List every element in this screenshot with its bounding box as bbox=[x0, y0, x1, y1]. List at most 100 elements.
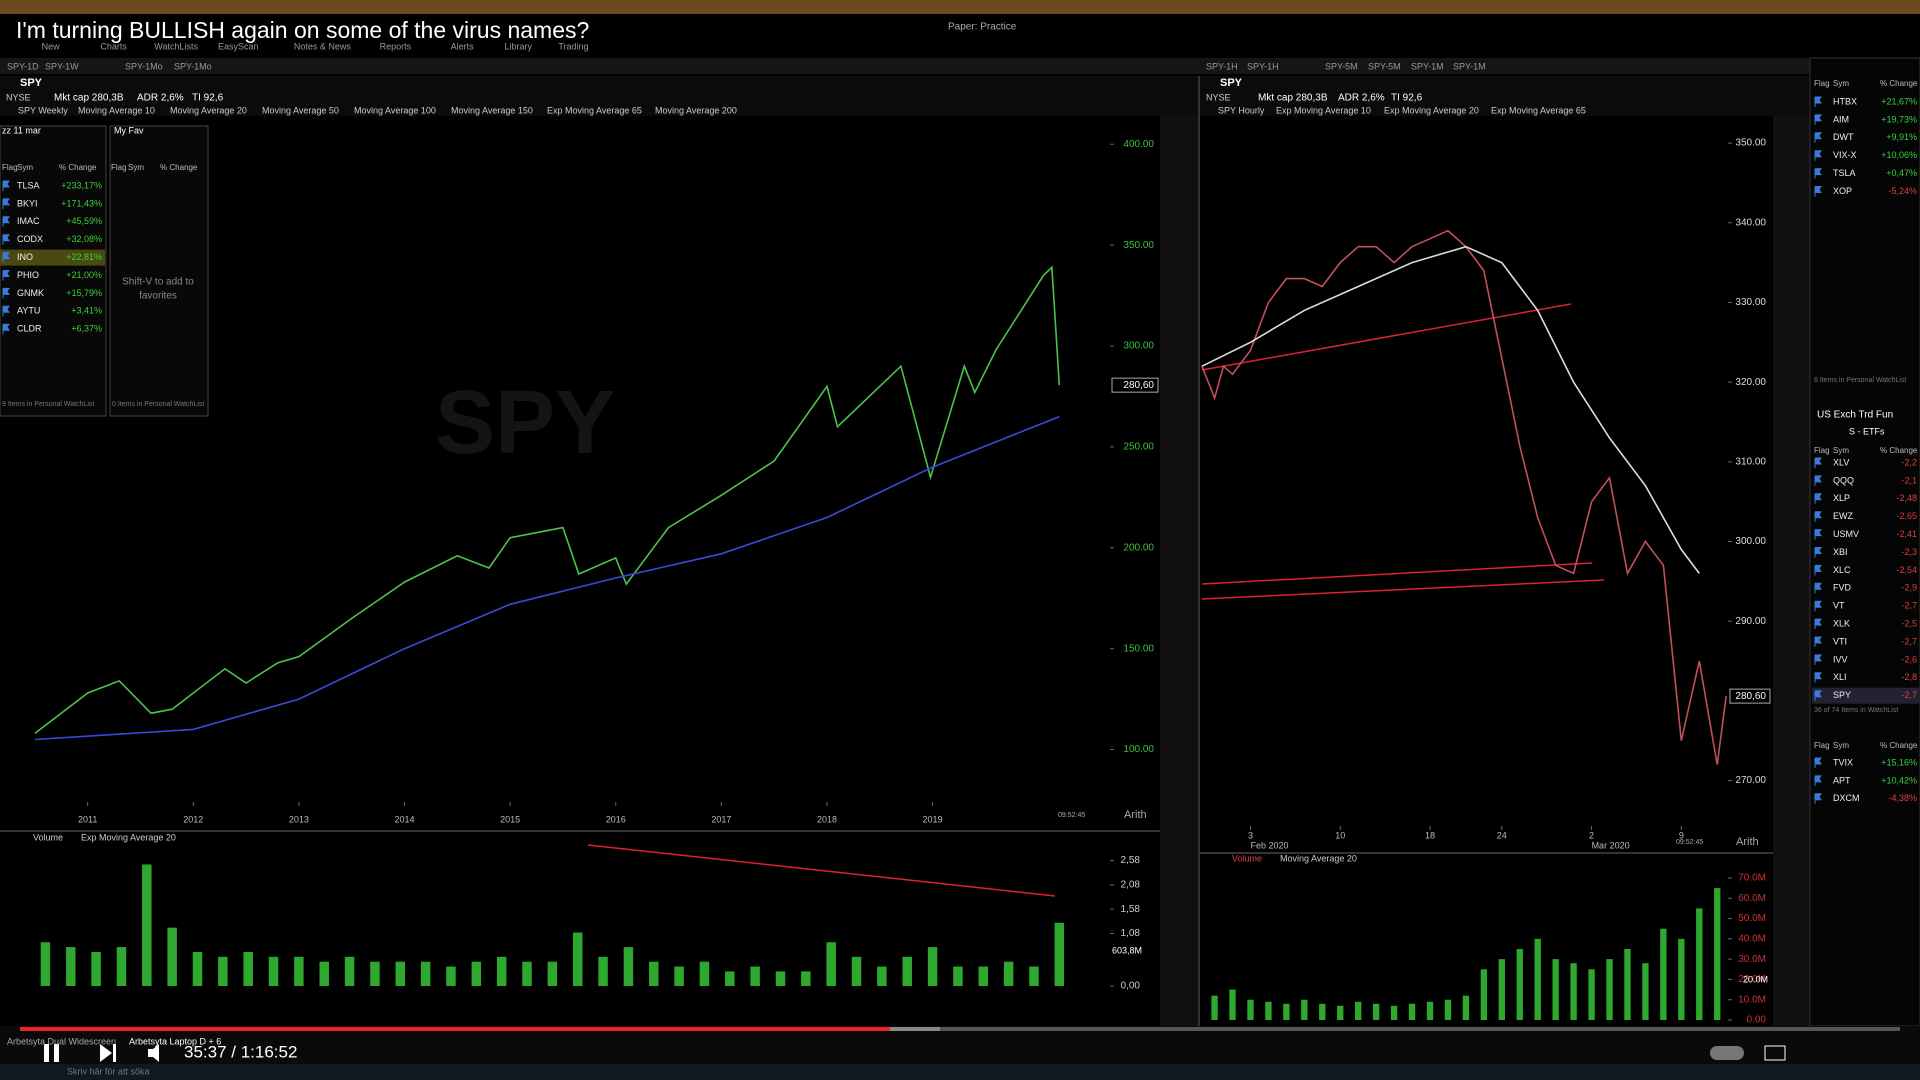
pane-legend[interactable]: Exp Moving Average 20 bbox=[81, 832, 176, 842]
study-legend[interactable]: Moving Average 100 bbox=[354, 105, 436, 115]
symbol-cell[interactable]: QQQ bbox=[1833, 475, 1854, 485]
y-tick-label: 330.00 bbox=[1735, 297, 1766, 308]
symbol-cell[interactable]: XLK bbox=[1833, 618, 1850, 628]
study-legend[interactable]: SPY Hourly bbox=[1218, 105, 1265, 115]
progress-track[interactable] bbox=[20, 1027, 1900, 1031]
y-tick-label: 250.00 bbox=[1123, 442, 1154, 453]
change-cell: +6,37% bbox=[71, 324, 102, 334]
menu-item[interactable]: Charts bbox=[100, 41, 127, 51]
chart-tab[interactable]: SPY-1W bbox=[45, 61, 79, 71]
volume-bar bbox=[1229, 989, 1236, 1020]
volume-bar bbox=[91, 951, 101, 986]
menu-item[interactable]: Alerts bbox=[451, 41, 475, 51]
scale-mode[interactable]: Arith bbox=[1124, 809, 1147, 821]
y-tick-label: 100.00 bbox=[1123, 744, 1154, 755]
chart-tab[interactable]: SPY-5M bbox=[1368, 61, 1401, 71]
volume-bar bbox=[1029, 966, 1039, 986]
change-cell: +10,06% bbox=[1881, 150, 1917, 160]
study-legend[interactable]: Exp Moving Average 65 bbox=[547, 105, 642, 115]
chart-tab[interactable]: SPY-1Mo bbox=[125, 61, 163, 71]
menu-item[interactable]: Trading bbox=[558, 41, 588, 51]
symbol-cell[interactable]: HTBX bbox=[1833, 96, 1857, 106]
desktop-tab[interactable]: Arbetsyta Laptop D + 6 bbox=[129, 1036, 221, 1046]
menu-item[interactable]: EasyScan bbox=[218, 41, 259, 51]
flag-icon bbox=[1814, 636, 1822, 647]
scale-mode[interactable]: Arith bbox=[1736, 836, 1759, 848]
chart-tab[interactable]: SPY-1H bbox=[1247, 61, 1279, 71]
symbol-cell[interactable]: DXCM bbox=[1833, 793, 1860, 803]
menu-item[interactable]: Library bbox=[504, 41, 532, 51]
market-cap: Mkt cap 280,3B bbox=[54, 93, 124, 104]
symbol-cell[interactable]: IMAC bbox=[17, 216, 40, 226]
menu-item[interactable]: New bbox=[42, 41, 61, 51]
y-tick-label: 350.00 bbox=[1123, 240, 1154, 251]
symbol-cell[interactable]: FVD bbox=[1833, 583, 1852, 593]
chart-tab[interactable]: SPY-1H bbox=[1206, 61, 1238, 71]
pane-legend[interactable]: Volume bbox=[33, 832, 63, 842]
symbol-cell[interactable]: IVV bbox=[1833, 654, 1848, 664]
study-legend[interactable]: Exp Moving Average 10 bbox=[1276, 105, 1371, 115]
symbol-cell[interactable]: INO bbox=[17, 252, 33, 262]
symbol-cell[interactable]: TLSA bbox=[17, 180, 40, 190]
volume-bar bbox=[446, 966, 456, 986]
column-header: Sym bbox=[1833, 446, 1849, 455]
volume-button[interactable] bbox=[148, 1044, 159, 1062]
menu-item[interactable]: Reports bbox=[380, 41, 412, 51]
study-legend[interactable]: Exp Moving Average 65 bbox=[1491, 105, 1586, 115]
chart-tab[interactable]: SPY-1Mo bbox=[174, 61, 212, 71]
symbol-cell[interactable]: SPY bbox=[1833, 690, 1851, 700]
study-legend[interactable]: Moving Average 200 bbox=[655, 105, 737, 115]
chart-tab[interactable]: SPY-1M bbox=[1453, 61, 1486, 71]
taskbar-search[interactable]: Skriv här för att söka bbox=[67, 1066, 150, 1076]
autoplay-toggle[interactable] bbox=[1710, 1046, 1744, 1060]
flag-icon bbox=[1814, 475, 1822, 486]
symbol-cell[interactable]: PHIO bbox=[17, 270, 39, 280]
symbol-cell[interactable]: AYTU bbox=[17, 306, 40, 316]
symbol-cell[interactable]: VT bbox=[1833, 601, 1845, 611]
symbol-cell[interactable]: XLI bbox=[1833, 672, 1847, 682]
symbol-cell[interactable]: XLC bbox=[1833, 565, 1851, 575]
symbol-cell[interactable]: XLP bbox=[1833, 493, 1850, 503]
study-legend[interactable]: Moving Average 10 bbox=[78, 105, 155, 115]
chart-tab[interactable]: SPY-1D bbox=[7, 61, 39, 71]
symbol-cell[interactable]: GNMK bbox=[17, 288, 44, 298]
exchange: NYSE bbox=[6, 92, 31, 102]
captions-button[interactable] bbox=[1764, 1045, 1786, 1061]
next-button[interactable] bbox=[100, 1044, 116, 1062]
pause-button[interactable] bbox=[44, 1044, 49, 1062]
symbol-cell[interactable]: BKYI bbox=[17, 198, 38, 208]
symbol-cell[interactable]: XOP bbox=[1833, 186, 1852, 196]
menu-item[interactable]: WatchLists bbox=[154, 41, 198, 51]
study-legend[interactable]: SPY Weekly bbox=[18, 105, 68, 115]
chart-tab[interactable]: SPY-5M bbox=[1325, 61, 1358, 71]
desktop-tab[interactable]: Arbetsyta Dual Widescreen bbox=[7, 1036, 116, 1046]
study-legend[interactable]: Exp Moving Average 20 bbox=[1384, 105, 1479, 115]
pane-legend[interactable]: Volume bbox=[1232, 853, 1262, 863]
symbol-cell[interactable]: XLV bbox=[1833, 457, 1849, 467]
column-header: % Change bbox=[59, 163, 97, 172]
symbol-cell[interactable]: DWT bbox=[1833, 132, 1854, 142]
account-mode: Paper: Practice bbox=[948, 22, 1017, 33]
menu-item[interactable]: Notes & News bbox=[294, 41, 352, 51]
chart-tab[interactable]: SPY-1M bbox=[1411, 61, 1444, 71]
volume-bar bbox=[1606, 959, 1613, 1020]
symbol-cell[interactable]: TVIX bbox=[1833, 757, 1853, 767]
study-legend[interactable]: Moving Average 20 bbox=[170, 105, 247, 115]
symbol-cell[interactable]: TSLA bbox=[1833, 168, 1856, 178]
pane-legend[interactable]: Moving Average 20 bbox=[1280, 853, 1357, 863]
symbol-cell[interactable]: XBI bbox=[1833, 547, 1848, 557]
change-cell: -5,24% bbox=[1888, 186, 1917, 196]
symbol-cell[interactable]: VTI bbox=[1833, 636, 1847, 646]
study-legend[interactable]: Moving Average 150 bbox=[451, 105, 533, 115]
symbol-cell[interactable]: CLDR bbox=[17, 324, 42, 334]
symbol-cell[interactable]: AIM bbox=[1833, 114, 1849, 124]
study-legend[interactable]: Moving Average 50 bbox=[262, 105, 339, 115]
change-cell: -2,5 bbox=[1901, 618, 1917, 628]
symbol-cell[interactable]: VIX-X bbox=[1833, 150, 1857, 160]
symbol-cell[interactable]: CODX bbox=[17, 234, 43, 244]
symbol-cell[interactable]: EWZ bbox=[1833, 511, 1853, 521]
symbol-cell[interactable]: USMV bbox=[1833, 529, 1859, 539]
symbol-cell[interactable]: APT bbox=[1833, 775, 1851, 785]
trendline bbox=[1201, 562, 1593, 585]
